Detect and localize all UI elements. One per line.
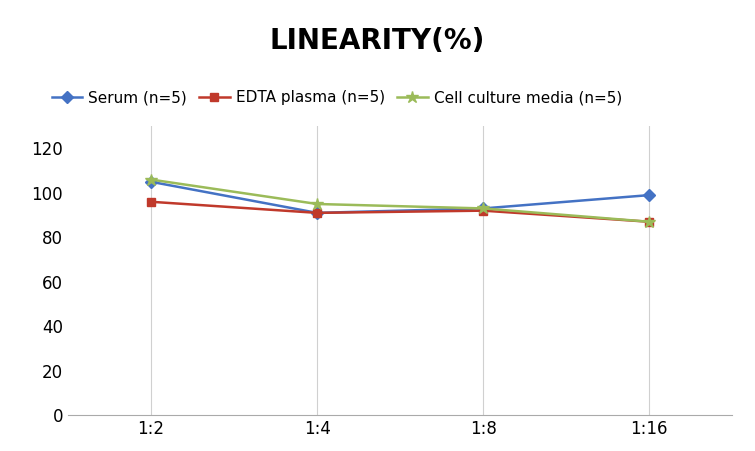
Cell culture media (n=5) <box>479 206 488 211</box>
EDTA plasma (n=5) <box>313 210 322 216</box>
Serum (n=5) <box>479 206 488 211</box>
EDTA plasma (n=5) <box>479 208 488 213</box>
Legend: Serum (n=5), EDTA plasma (n=5), Cell culture media (n=5): Serum (n=5), EDTA plasma (n=5), Cell cul… <box>45 84 628 111</box>
Line: Cell culture media (n=5): Cell culture media (n=5) <box>145 173 655 228</box>
Line: EDTA plasma (n=5): EDTA plasma (n=5) <box>146 198 654 226</box>
Cell culture media (n=5) <box>645 219 654 225</box>
EDTA plasma (n=5) <box>645 219 654 225</box>
EDTA plasma (n=5) <box>146 199 156 204</box>
Serum (n=5) <box>645 193 654 198</box>
Text: LINEARITY(%): LINEARITY(%) <box>270 27 485 55</box>
Cell culture media (n=5) <box>146 177 156 182</box>
Line: Serum (n=5): Serum (n=5) <box>146 178 654 217</box>
Serum (n=5) <box>313 210 322 216</box>
Serum (n=5) <box>146 179 156 184</box>
Cell culture media (n=5) <box>313 201 322 207</box>
